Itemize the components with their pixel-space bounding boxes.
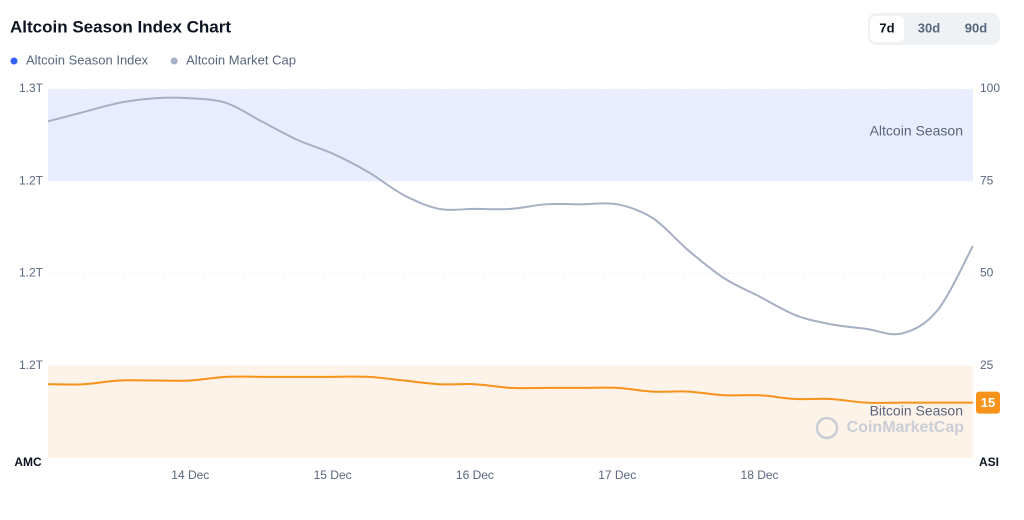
season-band: [48, 365, 973, 458]
x-tick-label: 17 Dec: [598, 468, 636, 482]
band-label: Bitcoin Season: [870, 403, 963, 419]
season-band: [48, 89, 973, 182]
range-button[interactable]: 7d: [879, 20, 894, 35]
y2-tick-label: 75: [980, 173, 994, 187]
chart-title: Altcoin Season Index Chart: [10, 17, 231, 36]
x-tick-label: 16 Dec: [456, 468, 494, 482]
y-tick-label: 1.3T: [19, 81, 44, 95]
y2-axis-label: ASI: [979, 455, 999, 469]
range-button[interactable]: 30d: [918, 20, 940, 35]
range-button[interactable]: 90d: [965, 20, 987, 35]
series-line: [47, 96, 974, 336]
series-line: [47, 375, 973, 404]
y2-tick-label: 100: [980, 81, 1000, 95]
y-tick-label: 1.2T: [19, 173, 44, 187]
legend-label: Altcoin Season Index: [26, 52, 149, 67]
watermark: CoinMarketCap: [847, 419, 965, 436]
legend-dot: [10, 57, 18, 65]
value-label-box: [976, 391, 1000, 414]
x-tick-label: 18 Dec: [741, 468, 779, 482]
range-button-active: [870, 16, 904, 42]
x-tick-label: 15 Dec: [314, 468, 352, 482]
y-tick-label: 1.2T: [19, 358, 44, 372]
band-label: Altcoin Season: [870, 123, 963, 139]
y2-tick-label: 50: [980, 266, 994, 280]
y-tick-label: 1.2T: [19, 266, 44, 280]
y2-tick-label: 25: [980, 358, 994, 372]
y-axis-label: AMC: [14, 455, 42, 469]
value-label: 15: [981, 395, 995, 410]
legend-label: Altcoin Market Cap: [186, 52, 296, 67]
legend-dot: [170, 57, 178, 65]
watermark-logo: [815, 416, 839, 440]
x-tick-label: 14 Dec: [171, 468, 209, 482]
